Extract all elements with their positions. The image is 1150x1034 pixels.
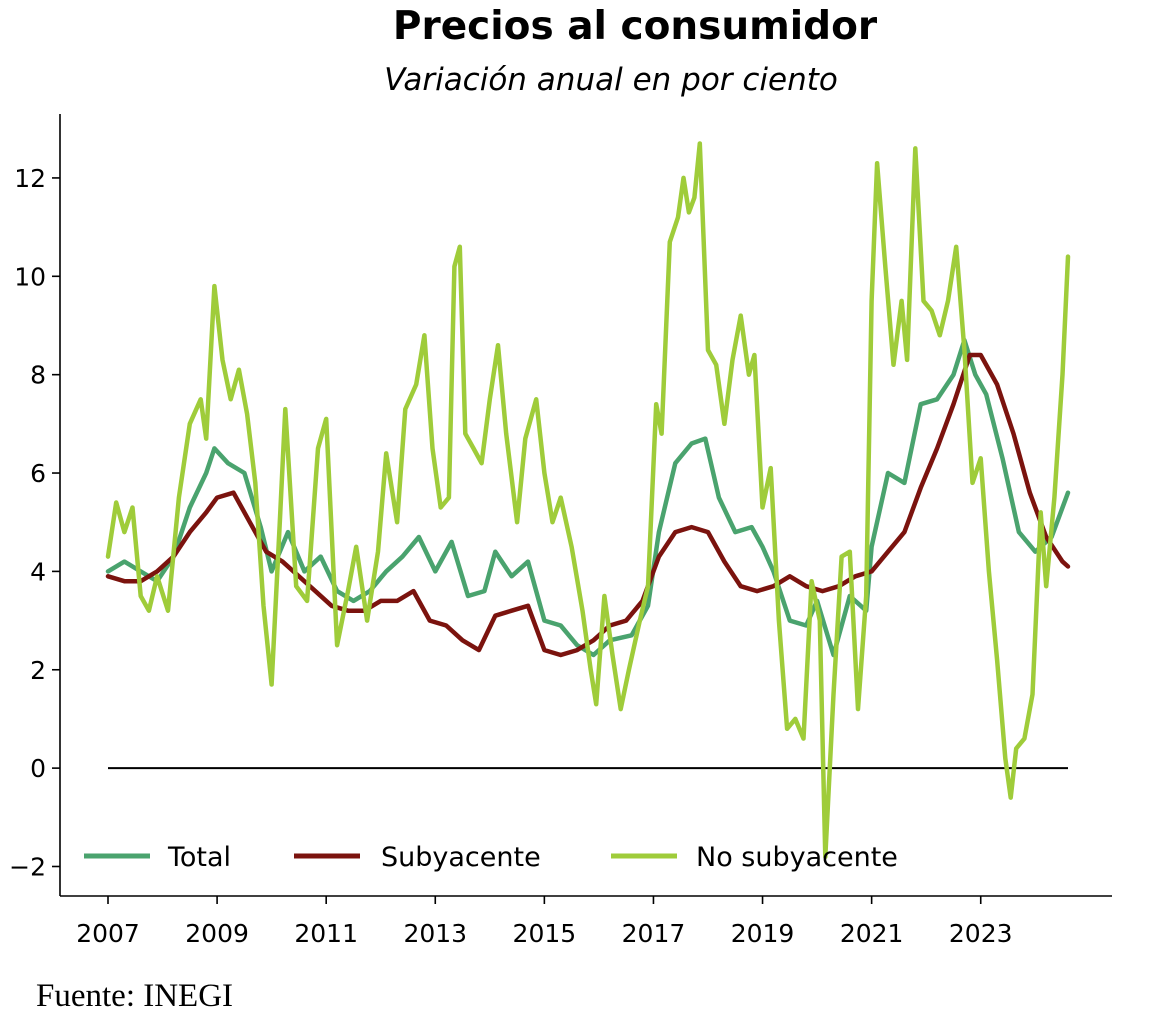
x-tick-label: 2019 — [731, 919, 795, 948]
chart-subtitle: Variación anual en por ciento — [384, 62, 838, 98]
y-tick-label: 8 — [30, 361, 46, 390]
chart-title: Precios al consumidor — [392, 4, 878, 49]
x-tick-label: 2023 — [949, 919, 1013, 948]
x-tick-label: 2013 — [403, 919, 467, 948]
x-tick-label: 2015 — [513, 919, 577, 948]
legend-label: Subyacente — [381, 842, 541, 873]
legend-label: No subyacente — [696, 842, 898, 873]
y-tick-label: −2 — [9, 852, 46, 881]
series-line-subyacente — [105, 352, 1071, 658]
source-note: Fuente: INEGI — [36, 978, 234, 1014]
x-tick-label: 2017 — [622, 919, 686, 948]
y-tick-label: 0 — [30, 754, 46, 783]
series-layer — [105, 141, 1071, 859]
y-tick-label: 2 — [30, 656, 46, 685]
x-tick-label: 2011 — [294, 919, 358, 948]
legend-label: Total — [167, 842, 231, 873]
y-tick-label: 4 — [30, 557, 46, 586]
x-tick-label: 2009 — [185, 919, 249, 948]
y-tick-label: 10 — [14, 262, 46, 291]
legend: Total Subyacente No subyacente — [84, 842, 898, 873]
series-line-total — [105, 337, 1071, 658]
axes: −2 0 2 4 6 8 10 12 2007 2009 2011 2013 2015 2017 2019 2… — [9, 114, 1112, 948]
x-tick-label: 2007 — [76, 919, 140, 948]
y-tick-label: 6 — [30, 459, 46, 488]
series-line-no-subyacente — [105, 141, 1071, 859]
y-tick-label: 12 — [14, 164, 46, 193]
x-tick-label: 2021 — [840, 919, 904, 948]
